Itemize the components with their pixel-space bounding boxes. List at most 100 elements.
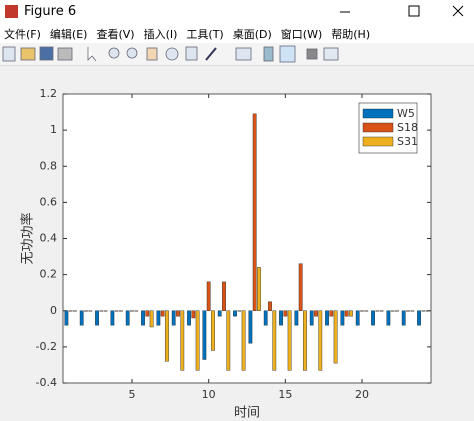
chart: -0.4 -0.2 0 0.2 0.4 0.6 0.8 1 1.2 5 10 15 20 时间 无功功率 W5… xyxy=(20,87,432,421)
tool-open[interactable] xyxy=(20,47,36,61)
tool-link[interactable] xyxy=(235,47,252,61)
y-tick-label: -0.2 xyxy=(36,340,57,353)
bar xyxy=(309,310,314,326)
bar xyxy=(95,310,99,326)
bar xyxy=(390,310,395,312)
tool-show[interactable] xyxy=(323,47,339,61)
menu-item[interactable]: 查看(V) xyxy=(96,28,135,41)
bar xyxy=(344,310,349,317)
bar xyxy=(252,113,257,311)
y-tick-label: 0.2 xyxy=(40,268,58,281)
bar xyxy=(99,310,104,312)
bar xyxy=(222,281,226,311)
bar xyxy=(119,310,123,312)
bar xyxy=(329,310,334,317)
bar xyxy=(401,310,406,326)
menu-item[interactable]: 文件(F) xyxy=(4,28,41,41)
bar xyxy=(202,310,207,360)
legend-swatch xyxy=(362,136,394,147)
tool-save[interactable] xyxy=(39,46,54,61)
bar xyxy=(176,310,180,317)
maximize-button[interactable] xyxy=(408,5,420,17)
bar xyxy=(68,310,73,312)
bar xyxy=(279,310,283,326)
bar xyxy=(294,310,299,326)
x-tick-label: 10 xyxy=(202,388,216,401)
bar xyxy=(379,310,384,312)
bar xyxy=(425,310,430,312)
close-button[interactable] xyxy=(452,5,464,17)
tool-legend[interactable] xyxy=(279,45,296,63)
legend-label: W5 xyxy=(397,107,415,120)
menu-bar: 文件(F) 编辑(E) 查看(V) 插入(I) 工具(T) 桌面(D) 窗口(W) 帮助(H) xyxy=(0,24,474,43)
legend-label: S31 xyxy=(397,135,418,148)
bar xyxy=(371,310,375,326)
y-tick-label: 1 xyxy=(50,123,57,136)
y-tick-label: 0.6 xyxy=(40,195,58,208)
x-tick-label: 5 xyxy=(129,388,136,401)
bar xyxy=(226,310,231,371)
legend-label: S18 xyxy=(397,121,418,134)
tool-zoom-out[interactable] xyxy=(126,47,138,59)
tool-new[interactable] xyxy=(2,46,16,62)
bar xyxy=(145,310,150,317)
menu-item[interactable]: 插入(I) xyxy=(143,28,178,41)
bar xyxy=(187,310,191,326)
bar xyxy=(64,310,69,326)
y-tick-label: 0.8 xyxy=(40,159,58,172)
y-tick-label: 1.2 xyxy=(40,87,58,100)
bar xyxy=(375,310,380,312)
window-title: Figure 6 xyxy=(24,4,77,19)
bar xyxy=(180,310,185,371)
bar xyxy=(406,310,410,312)
y-tick-label: 0.4 xyxy=(40,232,58,245)
app-icon xyxy=(5,5,18,18)
tool-zoom-in[interactable] xyxy=(108,47,120,59)
bar xyxy=(134,310,139,312)
bar xyxy=(340,310,345,326)
menu-item[interactable]: 窗口(W) xyxy=(280,28,323,41)
bar xyxy=(364,310,369,312)
bar xyxy=(79,310,84,326)
bar xyxy=(206,281,211,311)
bar xyxy=(298,263,303,311)
tool-pointer[interactable] xyxy=(87,47,97,62)
legend-swatch xyxy=(362,108,394,119)
bar xyxy=(241,310,246,371)
bar xyxy=(314,310,318,317)
bar xyxy=(421,310,426,312)
menu-item[interactable]: 桌面(D) xyxy=(232,28,272,41)
menu-item[interactable]: 工具(T) xyxy=(186,28,224,41)
menu-item[interactable]: 编辑(E) xyxy=(49,28,88,41)
bar xyxy=(268,301,272,311)
bar xyxy=(248,310,253,344)
bar xyxy=(237,310,242,312)
tool-pan[interactable] xyxy=(146,47,158,61)
bar xyxy=(191,310,196,319)
legend-swatch xyxy=(362,122,394,133)
tool-print[interactable] xyxy=(57,47,73,61)
bar xyxy=(88,310,93,312)
bar xyxy=(165,310,169,362)
bar xyxy=(355,310,360,326)
menu-item[interactable]: 帮助(H) xyxy=(331,28,371,41)
bar xyxy=(156,310,161,326)
bar xyxy=(130,310,134,312)
bar xyxy=(417,310,421,326)
bar xyxy=(318,310,323,371)
bar xyxy=(73,310,77,312)
x-tick-label: 20 xyxy=(355,388,369,401)
bar xyxy=(195,310,200,371)
tool-hide[interactable] xyxy=(306,48,318,60)
bar xyxy=(349,310,353,317)
tool-colorbar[interactable] xyxy=(263,46,274,62)
tool-datacursor[interactable] xyxy=(185,46,198,61)
tool-rotate[interactable] xyxy=(165,47,179,61)
bar xyxy=(386,310,391,326)
toolbar-icons xyxy=(2,45,339,63)
tool-brush[interactable] xyxy=(205,47,217,61)
bar xyxy=(333,310,338,364)
toolbar xyxy=(0,43,474,66)
bar xyxy=(272,310,277,371)
